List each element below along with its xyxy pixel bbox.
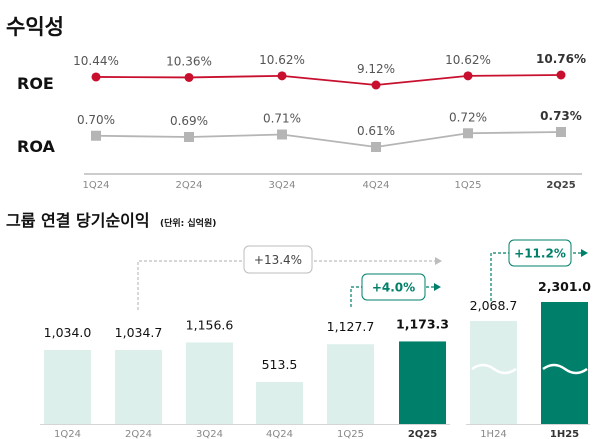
bar-category-label: 1Q24 <box>54 429 81 439</box>
axis-break-wave-icon <box>471 363 517 375</box>
qoq-label: +4.0% <box>372 281 415 295</box>
yoy-quarter-box <box>243 245 313 274</box>
roe-line <box>95 74 562 86</box>
x-tick-label: 1Q24 <box>83 180 110 191</box>
x-tick-label: 1Q25 <box>455 180 482 191</box>
qoq-arrow-icon <box>434 283 441 291</box>
profitability-title: 수익성 <box>6 15 64 39</box>
yoy-quarter-label: +13.4% <box>254 253 302 267</box>
bar-category-label: 2Q25 <box>408 429 437 439</box>
roa-data-label: 0.72% <box>449 110 487 124</box>
roa-label: ROA <box>17 137 55 156</box>
bar-2Q24 <box>115 349 162 424</box>
yoy-quarter-dashed-line <box>137 260 435 310</box>
roe-point <box>556 70 566 80</box>
x-tick-label: 3Q24 <box>269 180 296 191</box>
roe-point <box>277 71 287 81</box>
bar-3Q24 <box>186 342 233 424</box>
x-tick-label: 2Q24 <box>176 180 203 191</box>
yoy-half-label: +11.2% <box>514 247 566 261</box>
bar-category-label: 3Q24 <box>196 429 223 439</box>
roa-point <box>91 130 101 141</box>
bar-category-label: 1Q25 <box>337 429 364 439</box>
x-tick-label: 2Q25 <box>546 180 575 191</box>
roa-data-label: 0.61% <box>357 124 395 138</box>
bar-value-label: 1,127.7 <box>327 319 375 334</box>
roe-data-label: 9.12% <box>357 62 395 76</box>
axis-break-wave-icon <box>542 363 588 375</box>
yoy-quarter-arrow-icon <box>435 257 442 265</box>
bar-4Q24 <box>256 382 303 424</box>
bar-category-label: 2Q24 <box>125 429 152 439</box>
bar-1H25 <box>541 302 588 424</box>
roe-label: ROE <box>17 74 54 93</box>
roe-data-label: 10.62% <box>445 53 491 67</box>
bar-category-label: 4Q24 <box>266 429 293 439</box>
bar-value-label: 2,068.7 <box>470 298 518 313</box>
qoq-box <box>361 273 426 301</box>
roe-data-label: 10.36% <box>166 54 212 68</box>
bar-value-label: 1,156.6 <box>186 317 234 332</box>
bar-value-label: 1,034.7 <box>115 325 163 340</box>
bar-1Q25 <box>327 344 374 424</box>
bar-category-label: 1H25 <box>550 429 579 439</box>
bar-value-label: 1,034.0 <box>44 325 92 340</box>
roa-point <box>184 132 194 142</box>
roe-data-label: 10.76% <box>536 52 586 66</box>
roa-data-label: 0.73% <box>540 109 582 123</box>
yoy-half-box <box>508 239 572 267</box>
roe-point <box>184 72 194 82</box>
yoy-half-arrow-icon <box>581 249 588 257</box>
roa-data-label: 0.69% <box>170 114 208 128</box>
bar-category-label: 1H24 <box>480 429 507 439</box>
bar-value-label: 1,173.3 <box>396 316 449 331</box>
roa-point <box>371 142 381 152</box>
bar-2Q25 <box>399 341 446 424</box>
roa-point <box>277 129 287 140</box>
bar-value-label: 513.5 <box>262 357 298 372</box>
roe-point <box>463 71 473 81</box>
roa-data-label: 0.71% <box>263 112 301 126</box>
roe-data-label: 10.62% <box>259 53 305 67</box>
bar-1Q24 <box>44 350 91 424</box>
roa-line <box>95 131 562 148</box>
roa-data-label: 0.70% <box>77 113 115 127</box>
roe-point <box>371 80 381 90</box>
roe-data-label: 10.44% <box>73 54 119 68</box>
roe-point <box>91 72 101 82</box>
bar-value-label: 2,301.0 <box>538 279 591 294</box>
roa-point <box>463 128 473 139</box>
unit-label: (단위: 십억원) <box>160 217 216 229</box>
net-income-title: 그룹 연결 당기순이익 <box>6 211 150 230</box>
roa-point <box>556 127 566 137</box>
x-tick-label: 4Q24 <box>363 180 390 191</box>
